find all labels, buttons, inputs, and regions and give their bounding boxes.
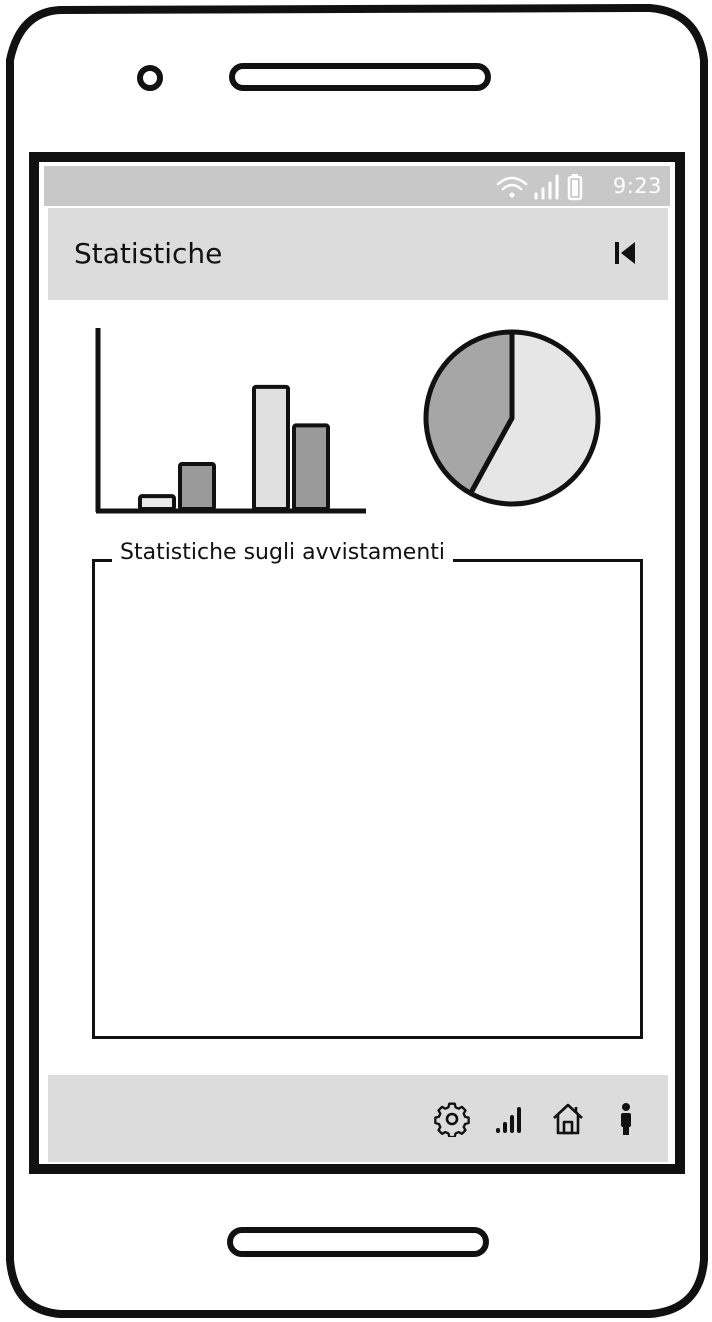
status-icons [494,172,584,202]
bar-2 [180,464,214,509]
page-title: Statistiche [74,237,222,270]
battery-icon [569,174,581,199]
wifi-icon [498,178,526,198]
bar-chart [90,326,372,518]
bottom-nav [48,1075,668,1162]
status-time: 9:23 [613,174,662,198]
pie-chart-slices [426,332,598,504]
info-icon[interactable] [608,1101,644,1137]
gear-icon[interactable] [434,1101,470,1137]
bar-1 [140,496,174,509]
app-bar: Statistiche [48,208,668,300]
pie-chart [418,324,606,512]
skip-back-icon[interactable] [612,240,638,266]
home-icon[interactable] [550,1101,586,1137]
bar-4 [294,425,328,509]
bar-3 [254,387,288,509]
speaker-grille [232,66,488,88]
camera-icon [140,68,160,88]
statistics-panel-legend: Statistiche sugli avvistamenti [112,540,453,565]
signal-icon [536,176,557,198]
statistics-panel [92,559,643,1039]
status-bar: 9:23 [44,166,670,206]
signal-bars-icon[interactable] [492,1101,528,1137]
home-hardware-button[interactable] [230,1230,486,1254]
bar-chart-bars [140,387,328,509]
